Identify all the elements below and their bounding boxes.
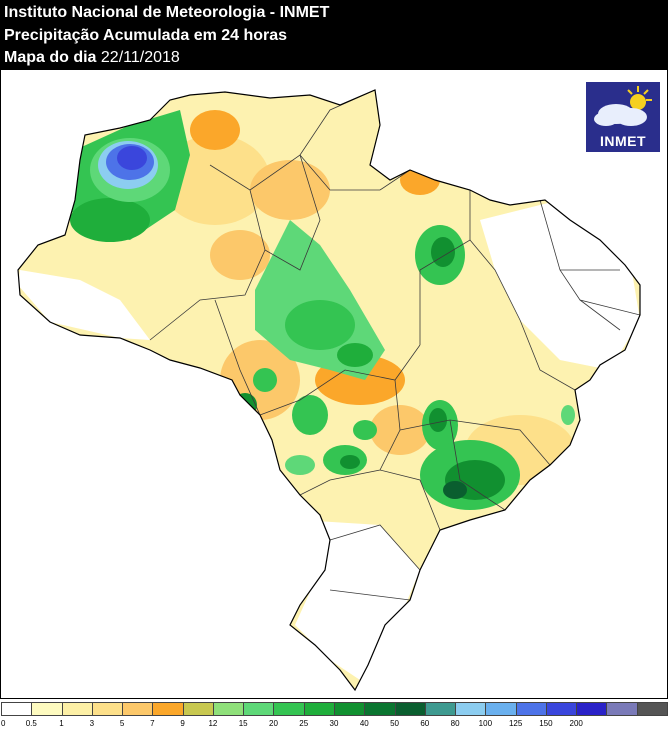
legend-tick-label: 1 <box>59 719 64 728</box>
legend-tick-label: 20 <box>269 719 278 728</box>
legend-tick-label: 150 <box>539 719 553 728</box>
heavy-rain-core <box>90 138 170 202</box>
legend-tick-label: 5 <box>119 719 125 728</box>
map-date-label: Mapa do dia <box>4 49 97 66</box>
legend-tick-label: 3 <box>89 719 95 728</box>
legend-tick-label: 60 <box>420 719 430 728</box>
legend-tick-label: 0.5 <box>25 719 37 728</box>
legend-swatch <box>122 702 154 716</box>
legend-swatch <box>334 702 366 716</box>
legend-swatch <box>303 702 335 716</box>
legend-swatch <box>424 702 457 716</box>
legend-swatch <box>243 702 275 716</box>
legend-swatch <box>606 702 638 716</box>
legend-swatch <box>273 702 305 716</box>
map-title: Precipitação Acumulada em 24 horas <box>4 27 288 44</box>
legend-swatch <box>576 702 608 716</box>
map-date: 22/11/2018 <box>100 49 180 66</box>
legend-swatch <box>545 702 578 716</box>
legend-swatch <box>212 702 245 716</box>
legend-swatch <box>394 702 426 716</box>
precipitation-legend: 0 0.5 1 3 5 7 9 12 15 20 25 30 40 50 60 80 100 125 150 200 <box>0 700 668 731</box>
legend-tick-label: 12 <box>208 719 218 728</box>
legend-swatch <box>455 702 487 716</box>
legend-swatch <box>364 702 396 716</box>
legend-swatch <box>515 702 547 716</box>
legend-tick-label: 100 <box>478 719 493 728</box>
legend-tick-label: 40 <box>359 719 369 728</box>
legend-tick-label: 15 <box>238 719 248 728</box>
legend-swatch <box>61 702 93 716</box>
legend-swatch <box>182 702 214 716</box>
precipitation-map <box>17 89 641 691</box>
map-header: Instituto Nacional de Meteorologia - INM… <box>0 0 668 70</box>
legend-swatch <box>1 702 33 716</box>
logo-text: INMET <box>599 133 647 149</box>
legend-swatch <box>636 702 668 716</box>
sun-cloud-icon <box>594 86 652 126</box>
legend-swatch <box>485 702 517 716</box>
legend-tick-label: 0 <box>1 719 6 728</box>
legend-tick-label: 30 <box>329 719 339 728</box>
legend-tick-label: 9 <box>180 719 185 728</box>
institute-title: Instituto Nacional de Meteorologia - INM… <box>4 4 330 21</box>
legend-tick-label: 125 <box>508 719 523 728</box>
legend-swatch <box>152 702 184 716</box>
legend-swatch <box>31 702 63 716</box>
inmet-logo: INMET <box>586 82 660 152</box>
legend-tick-label: 7 <box>150 719 155 728</box>
legend-tick-label: 200 <box>569 719 583 728</box>
legend-tick-label: 25 <box>299 719 309 728</box>
legend-tick-label: 50 <box>390 719 399 728</box>
state-borders <box>149 89 641 601</box>
legend-tick-label: 80 <box>450 719 460 728</box>
legend-swatch <box>91 702 124 716</box>
